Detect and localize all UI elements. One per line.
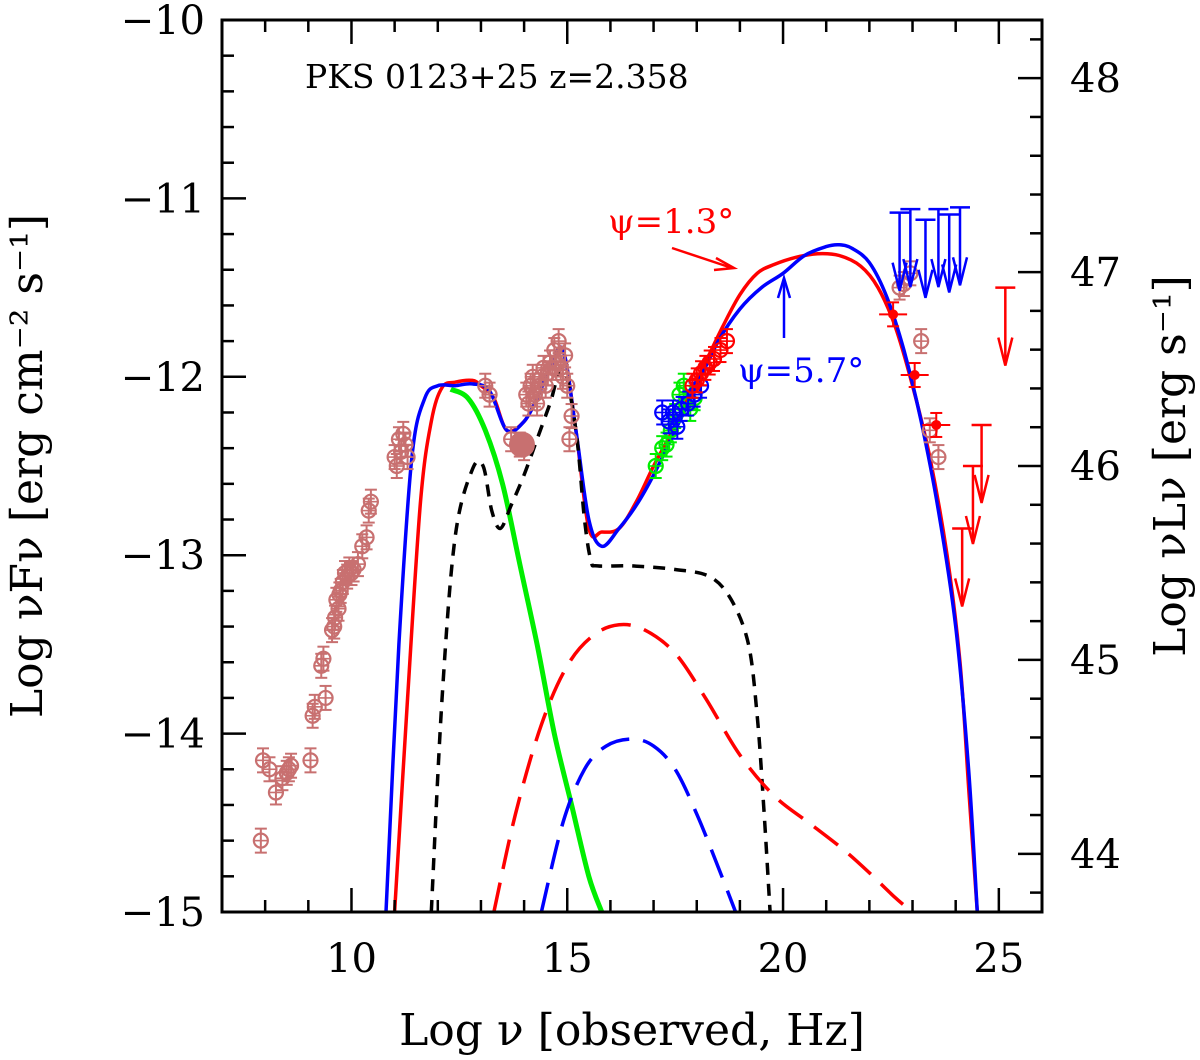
upper-limit-arrow	[891, 262, 908, 291]
data-point	[909, 370, 920, 381]
plot-frame	[220, 18, 1044, 914]
upper-limit-arrow	[973, 474, 990, 504]
annotation-arrows	[671, 246, 792, 338]
upper-limit-arrow	[953, 578, 971, 607]
series-line	[449, 386, 605, 912]
model-curves	[384, 242, 980, 912]
x-tick-label: 25	[973, 936, 1024, 982]
upper-limit-arrow	[951, 257, 969, 286]
annotation-arrow-red	[671, 246, 733, 270]
x-axis-label: Log ν [observed, Hz]	[399, 1005, 865, 1056]
data-point	[931, 419, 942, 430]
series-line	[539, 737, 738, 912]
series-line	[384, 242, 980, 912]
axis-ticks: 10 15 20 25 −15 −14 −13 −12 −11 −10 44 45 46 47 48	[121, 0, 1121, 982]
y-axis-label-right: Log νLν [erg s⁻¹]	[1145, 275, 1196, 657]
y-tick-label: −14	[121, 712, 205, 758]
right-tick-label: 44	[1070, 832, 1121, 878]
right-tick-label: 48	[1070, 56, 1121, 102]
x-tick-label: 10	[326, 936, 377, 982]
y-tick-label: −10	[121, 0, 205, 44]
series-line	[492, 622, 914, 912]
upper-limit-arrow	[940, 264, 958, 293]
y-axis-label-left: Log νFν [erg cm⁻² s⁻¹]	[2, 214, 53, 718]
data-point	[888, 309, 899, 320]
y-tick-label: −13	[121, 533, 205, 579]
right-tick-label: 47	[1070, 250, 1121, 296]
annotation-psi-blue: ψ=5.7°	[738, 351, 864, 391]
upper-limit-arrow	[917, 269, 934, 299]
y-tick-label: −12	[121, 355, 205, 401]
series-line	[392, 251, 980, 912]
annotation-psi-red: ψ=1.3°	[608, 202, 734, 242]
annotation-arrowhead-red	[713, 256, 739, 272]
chart-title: PKS 0123+25 z=2.358	[305, 57, 689, 96]
series-line	[429, 365, 772, 912]
data-points	[252, 206, 1016, 854]
upper-limit-arrow	[964, 515, 982, 545]
annotation-arrowhead-blue	[776, 273, 792, 299]
x-tick-label: 20	[758, 936, 809, 982]
y-tick-label: −11	[121, 176, 205, 222]
x-tick-label: 15	[542, 936, 593, 982]
right-tick-label: 46	[1070, 444, 1121, 490]
upper-limit-arrow	[997, 337, 1014, 366]
upper-limit-arrow	[902, 258, 919, 288]
right-tick-label: 45	[1070, 638, 1121, 684]
data-point-large	[508, 431, 535, 458]
y-tick-label: −15	[121, 890, 205, 936]
